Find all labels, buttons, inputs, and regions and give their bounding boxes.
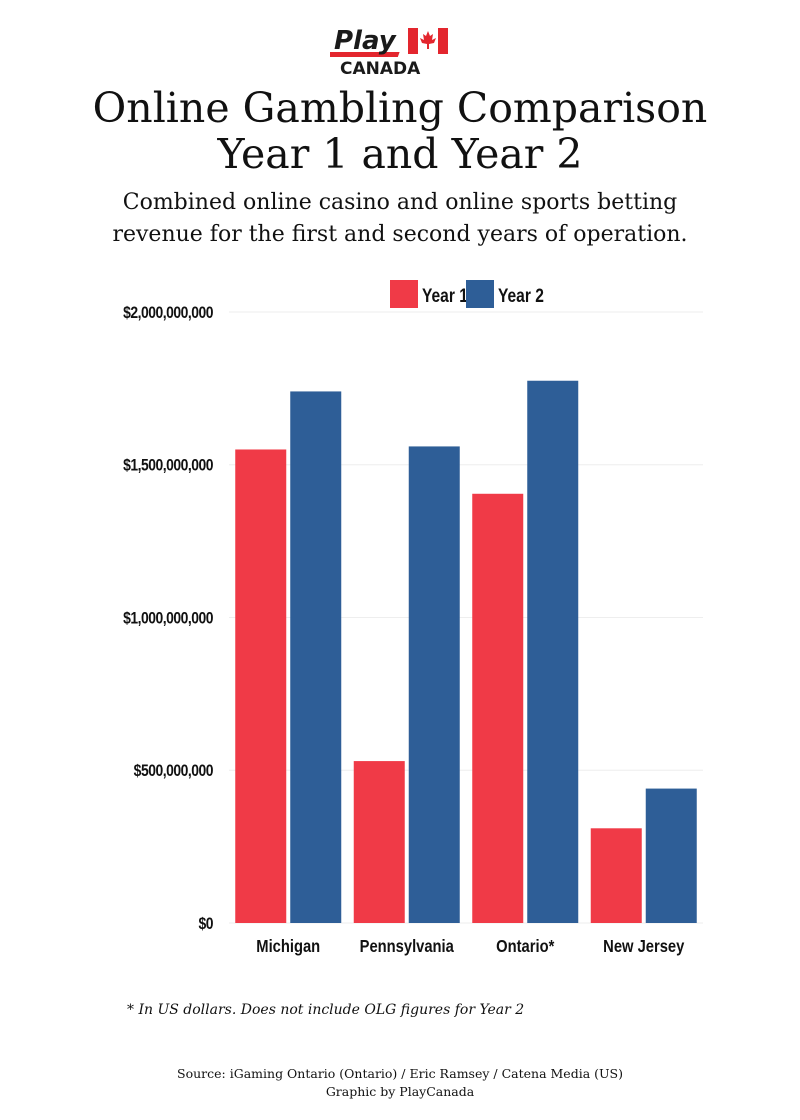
bars: [235, 380, 697, 923]
y-tick-label: $500,000,000: [134, 762, 213, 781]
bar-year1: [590, 828, 642, 923]
y-axis: $0 $500,000,000 $1,000,000,000 $1,500,000,0…: [123, 304, 213, 934]
bar-year1: [353, 761, 405, 923]
source-line: Source: iGaming Ontario (Ontario) / Eric…: [177, 1066, 623, 1081]
x-tick-label: New Jersey: [603, 937, 685, 957]
chart-subtitle-line-2: revenue for the first and second years o…: [112, 222, 688, 247]
chart-title-line-2: Year 1 and Year 2: [217, 130, 583, 178]
y-tick-label: $1,500,000,000: [123, 457, 213, 476]
bar-year1: [472, 493, 524, 923]
y-tick-label: $2,000,000,000: [123, 304, 213, 323]
legend-label: Year 2: [498, 285, 544, 307]
bar-year1: [235, 449, 287, 923]
bar-year2: [527, 380, 579, 923]
legend-swatch: [466, 280, 494, 308]
legend-swatch: [390, 280, 418, 308]
flag-left-band: [408, 28, 418, 54]
flag-right-band: [438, 28, 448, 54]
legend-label: Year 1: [422, 285, 468, 307]
logo-play-text: Play: [334, 26, 397, 56]
bar-year2: [645, 788, 697, 923]
footnote: * In US dollars. Does not include OLG fi…: [127, 1002, 525, 1018]
playcanada-logo: Play CANADA: [330, 26, 448, 78]
y-tick-label: $1,000,000,000: [123, 609, 213, 628]
logo-swoosh: [330, 52, 400, 57]
x-axis: Michigan Pennsylvania Ontario* New Jersey: [256, 937, 685, 957]
legend: Year 1 Year 2: [390, 280, 544, 308]
bar-year2: [290, 391, 342, 923]
bar-year2: [408, 446, 460, 923]
credit-line: Graphic by PlayCanada: [325, 1084, 475, 1099]
bar-chart: $0 $500,000,000 $1,000,000,000 $1,500,000,0…: [123, 280, 703, 957]
chart-subtitle-line-1: Combined online casino and online sports…: [122, 190, 678, 215]
x-tick-label: Pennsylvania: [360, 937, 455, 957]
x-tick-label: Ontario*: [496, 937, 555, 957]
x-tick-label: Michigan: [256, 937, 320, 957]
logo-canada-text: CANADA: [340, 59, 421, 78]
maple-leaf-icon: [420, 31, 436, 49]
y-tick-label: $0: [198, 915, 213, 934]
chart-title-line-1: Online Gambling Comparison: [92, 84, 708, 132]
